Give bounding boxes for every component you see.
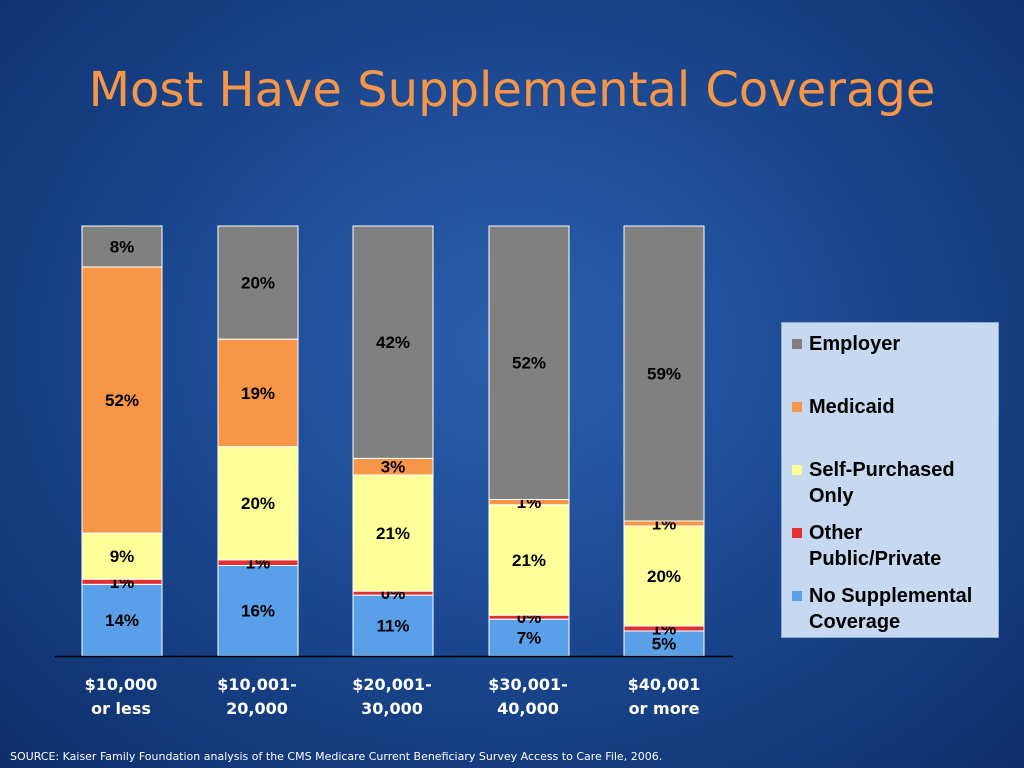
category-label-3: $20,001- 30,000 bbox=[327, 673, 457, 721]
data-label: 5% bbox=[652, 635, 677, 654]
data-label: 20% bbox=[241, 274, 275, 293]
data-label: 21% bbox=[512, 551, 546, 570]
legend-swatch-no-supplemental bbox=[792, 591, 802, 601]
bar-segment bbox=[217, 338, 299, 448]
bar-segment bbox=[217, 446, 299, 561]
category-label-4: $30,001- 40,000 bbox=[463, 673, 593, 721]
category-label-5: $40,001 or more bbox=[599, 673, 729, 721]
data-label: 19% bbox=[241, 384, 275, 403]
bar-segment bbox=[81, 583, 163, 657]
category-label-4-line1: $30,001- bbox=[488, 675, 568, 694]
data-label: 8% bbox=[110, 237, 135, 256]
category-label-1-line1: $10,000 bbox=[84, 675, 158, 694]
legend-label-other-public-private: Other Public/Private bbox=[809, 522, 942, 570]
data-label: 3% bbox=[381, 458, 406, 477]
legend-label-medicaid: Medicaid bbox=[809, 396, 895, 418]
bar-segment bbox=[623, 525, 705, 627]
category-label-2-line1: $10,001- bbox=[217, 675, 297, 694]
legend-label-no-supplemental: No Supplemental Coverage bbox=[809, 585, 973, 633]
category-label-2: $10,001- 20,000 bbox=[192, 673, 322, 721]
bar-segment bbox=[352, 474, 434, 592]
bar-segment bbox=[352, 225, 434, 459]
data-label: 16% bbox=[241, 602, 275, 621]
data-label: 14% bbox=[105, 611, 139, 630]
legend-swatch-self-purchased bbox=[792, 465, 802, 475]
category-label-3-line1: $20,001- bbox=[352, 675, 432, 694]
legend-label-employer: Employer bbox=[809, 333, 901, 355]
data-label: 21% bbox=[376, 524, 410, 543]
legend-swatch-medicaid bbox=[792, 402, 802, 412]
data-label: 20% bbox=[241, 494, 275, 513]
category-label-5-line2: or more bbox=[628, 699, 700, 718]
data-label: 52% bbox=[512, 354, 546, 373]
data-label: 9% bbox=[110, 547, 135, 566]
bar-segment bbox=[81, 266, 163, 534]
data-label: 11% bbox=[376, 617, 409, 636]
bar-segment bbox=[352, 594, 434, 657]
category-label-1-line2: or less bbox=[91, 699, 151, 718]
legend-label-self-purchased: Self-Purchased Only bbox=[809, 459, 955, 507]
bar-segment bbox=[488, 504, 570, 616]
category-label-2-line2: 20,000 bbox=[226, 699, 288, 718]
legend-swatch-other-public-private bbox=[792, 528, 802, 538]
chart-legend: Employer Medicaid Self-Purchased Only Ot… bbox=[781, 322, 999, 638]
bar-segment bbox=[217, 564, 299, 657]
legend-swatch-employer bbox=[792, 339, 802, 349]
slide-title: Most Have Supplemental Coverage bbox=[88, 62, 936, 118]
category-label-4-line2: 40,000 bbox=[497, 699, 559, 718]
bar-segment bbox=[217, 225, 299, 340]
bar-segment bbox=[81, 532, 163, 580]
category-label-5-line1: $40,001 bbox=[627, 675, 701, 694]
bar-segment bbox=[623, 630, 705, 657]
data-label: 52% bbox=[105, 391, 139, 410]
bar-segment bbox=[488, 225, 570, 500]
data-label: 42% bbox=[376, 333, 410, 352]
source-note: SOURCE: Kaiser Family Foundation analysi… bbox=[10, 750, 663, 763]
category-label-1: $10,000 or less bbox=[56, 673, 186, 721]
data-label: 7% bbox=[517, 629, 542, 648]
data-label: 59% bbox=[647, 365, 681, 384]
category-label-3-line2: 30,000 bbox=[361, 699, 423, 718]
data-label: 20% bbox=[647, 567, 681, 586]
bar-segment bbox=[623, 225, 705, 522]
bar-segment bbox=[81, 225, 163, 268]
